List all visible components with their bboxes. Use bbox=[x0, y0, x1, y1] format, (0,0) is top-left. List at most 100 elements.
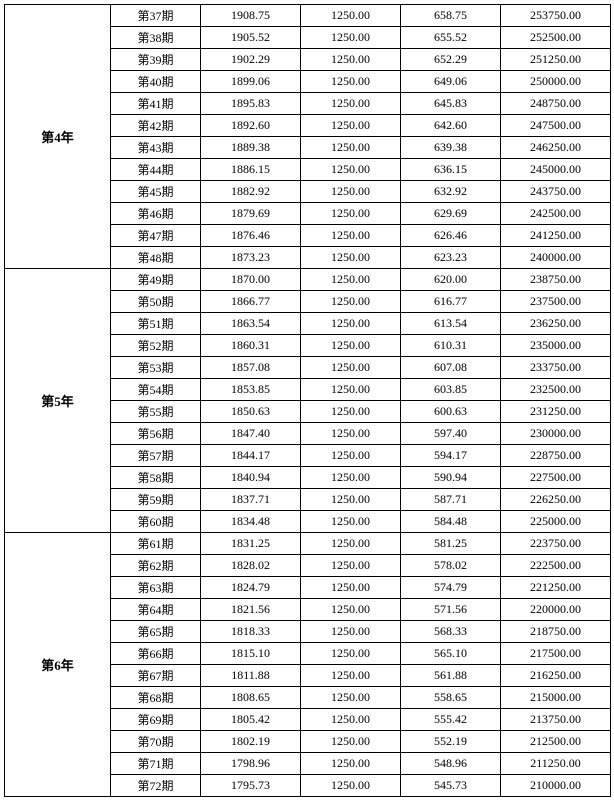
value-1: 1828.02 bbox=[201, 555, 301, 577]
value-2: 1250.00 bbox=[301, 401, 401, 423]
balance: 217500.00 bbox=[501, 643, 611, 665]
value-2: 1250.00 bbox=[301, 489, 401, 511]
table-row: 第6年第61期1831.251250.00581.25223750.00 bbox=[5, 533, 611, 555]
value-2: 1250.00 bbox=[301, 181, 401, 203]
value-1: 1821.56 bbox=[201, 599, 301, 621]
balance: 227500.00 bbox=[501, 467, 611, 489]
value-3: 652.29 bbox=[401, 49, 501, 71]
value-1: 1882.92 bbox=[201, 181, 301, 203]
value-2: 1250.00 bbox=[301, 379, 401, 401]
period-label: 第40期 bbox=[111, 71, 201, 93]
balance: 212500.00 bbox=[501, 731, 611, 753]
value-3: 600.63 bbox=[401, 401, 501, 423]
value-1: 1908.75 bbox=[201, 5, 301, 27]
value-2: 1250.00 bbox=[301, 533, 401, 555]
value-1: 1853.85 bbox=[201, 379, 301, 401]
period-label: 第37期 bbox=[111, 5, 201, 27]
value-3: 642.60 bbox=[401, 115, 501, 137]
period-label: 第49期 bbox=[111, 269, 201, 291]
value-1: 1795.73 bbox=[201, 775, 301, 797]
value-3: 649.06 bbox=[401, 71, 501, 93]
value-3: 561.88 bbox=[401, 665, 501, 687]
period-label: 第60期 bbox=[111, 511, 201, 533]
balance: 251250.00 bbox=[501, 49, 611, 71]
value-2: 1250.00 bbox=[301, 93, 401, 115]
balance: 213750.00 bbox=[501, 709, 611, 731]
value-1: 1873.23 bbox=[201, 247, 301, 269]
value-2: 1250.00 bbox=[301, 621, 401, 643]
balance: 246250.00 bbox=[501, 137, 611, 159]
value-1: 1866.77 bbox=[201, 291, 301, 313]
value-3: 636.15 bbox=[401, 159, 501, 181]
value-3: 610.31 bbox=[401, 335, 501, 357]
value-1: 1798.96 bbox=[201, 753, 301, 775]
value-3: 658.75 bbox=[401, 5, 501, 27]
value-3: 632.92 bbox=[401, 181, 501, 203]
value-3: 626.46 bbox=[401, 225, 501, 247]
amortization-table: 第4年第37期1908.751250.00658.75253750.00第38期… bbox=[4, 4, 611, 797]
balance: 211250.00 bbox=[501, 753, 611, 775]
value-3: 620.00 bbox=[401, 269, 501, 291]
value-2: 1250.00 bbox=[301, 467, 401, 489]
balance: 223750.00 bbox=[501, 533, 611, 555]
balance: 210000.00 bbox=[501, 775, 611, 797]
value-3: 655.52 bbox=[401, 27, 501, 49]
period-label: 第57期 bbox=[111, 445, 201, 467]
value-2: 1250.00 bbox=[301, 577, 401, 599]
value-1: 1899.06 bbox=[201, 71, 301, 93]
value-1: 1834.48 bbox=[201, 511, 301, 533]
value-2: 1250.00 bbox=[301, 159, 401, 181]
period-label: 第53期 bbox=[111, 357, 201, 379]
value-3: 555.42 bbox=[401, 709, 501, 731]
value-1: 1824.79 bbox=[201, 577, 301, 599]
balance: 218750.00 bbox=[501, 621, 611, 643]
period-label: 第41期 bbox=[111, 93, 201, 115]
balance: 221250.00 bbox=[501, 577, 611, 599]
value-1: 1815.10 bbox=[201, 643, 301, 665]
value-3: 616.77 bbox=[401, 291, 501, 313]
value-1: 1831.25 bbox=[201, 533, 301, 555]
balance: 232500.00 bbox=[501, 379, 611, 401]
value-1: 1850.63 bbox=[201, 401, 301, 423]
value-2: 1250.00 bbox=[301, 511, 401, 533]
balance: 231250.00 bbox=[501, 401, 611, 423]
period-label: 第66期 bbox=[111, 643, 201, 665]
period-label: 第51期 bbox=[111, 313, 201, 335]
period-label: 第67期 bbox=[111, 665, 201, 687]
balance: 242500.00 bbox=[501, 203, 611, 225]
value-2: 1250.00 bbox=[301, 71, 401, 93]
balance: 237500.00 bbox=[501, 291, 611, 313]
value-3: 639.38 bbox=[401, 137, 501, 159]
value-2: 1250.00 bbox=[301, 753, 401, 775]
value-2: 1250.00 bbox=[301, 27, 401, 49]
period-label: 第42期 bbox=[111, 115, 201, 137]
balance: 243750.00 bbox=[501, 181, 611, 203]
period-label: 第65期 bbox=[111, 621, 201, 643]
period-label: 第48期 bbox=[111, 247, 201, 269]
value-2: 1250.00 bbox=[301, 445, 401, 467]
value-3: 590.94 bbox=[401, 467, 501, 489]
value-2: 1250.00 bbox=[301, 357, 401, 379]
balance: 216250.00 bbox=[501, 665, 611, 687]
value-2: 1250.00 bbox=[301, 291, 401, 313]
value-3: 578.02 bbox=[401, 555, 501, 577]
table-row: 第4年第37期1908.751250.00658.75253750.00 bbox=[5, 5, 611, 27]
balance: 233750.00 bbox=[501, 357, 611, 379]
period-label: 第47期 bbox=[111, 225, 201, 247]
value-2: 1250.00 bbox=[301, 665, 401, 687]
period-label: 第72期 bbox=[111, 775, 201, 797]
value-2: 1250.00 bbox=[301, 247, 401, 269]
value-1: 1892.60 bbox=[201, 115, 301, 137]
value-3: 645.83 bbox=[401, 93, 501, 115]
balance: 253750.00 bbox=[501, 5, 611, 27]
value-3: 597.40 bbox=[401, 423, 501, 445]
period-label: 第44期 bbox=[111, 159, 201, 181]
balance: 235000.00 bbox=[501, 335, 611, 357]
balance: 226250.00 bbox=[501, 489, 611, 511]
value-1: 1857.08 bbox=[201, 357, 301, 379]
value-1: 1837.71 bbox=[201, 489, 301, 511]
value-2: 1250.00 bbox=[301, 335, 401, 357]
balance: 241250.00 bbox=[501, 225, 611, 247]
value-1: 1902.29 bbox=[201, 49, 301, 71]
balance: 230000.00 bbox=[501, 423, 611, 445]
